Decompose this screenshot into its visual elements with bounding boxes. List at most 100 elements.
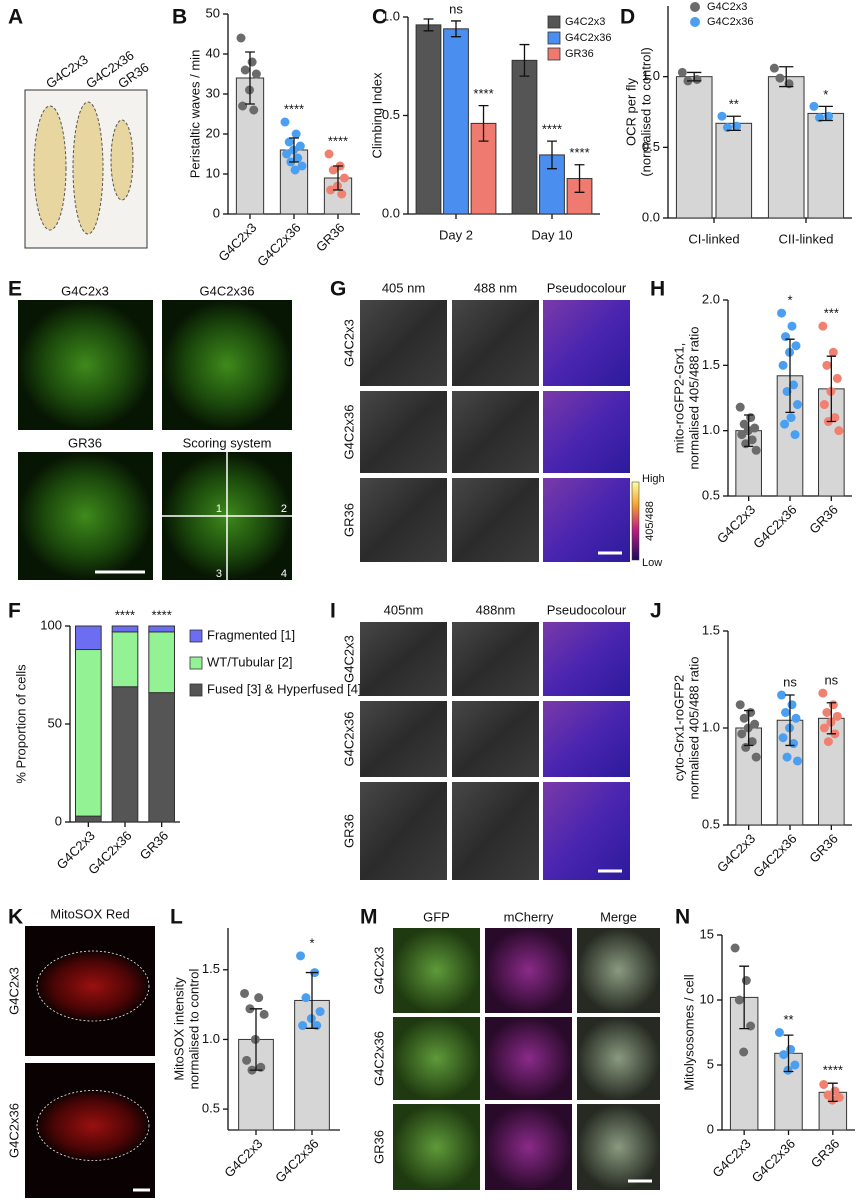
- significance: ns: [783, 674, 797, 689]
- micrograph: [543, 782, 630, 880]
- data-point: [747, 435, 757, 445]
- micrograph: [577, 1104, 660, 1190]
- data-point: [786, 413, 796, 423]
- panel-label: C: [372, 6, 387, 29]
- bar: [776, 375, 804, 497]
- micrograph: [393, 1017, 480, 1100]
- micrograph: [543, 391, 630, 473]
- image-title: GR36: [68, 435, 102, 450]
- significance: ns: [824, 673, 838, 688]
- data-point: [790, 1060, 800, 1070]
- data-point: [789, 380, 799, 390]
- panel-label: H: [650, 278, 665, 301]
- score-number: 2: [281, 503, 287, 515]
- column-title: 488nm: [476, 602, 516, 617]
- row-title: GR36: [341, 814, 356, 848]
- larva: [110, 119, 134, 201]
- y-tick-label: 0.0: [382, 205, 400, 220]
- error-bar: [547, 140, 557, 170]
- x-tick-label: GR36: [806, 502, 841, 537]
- error-bar: [423, 18, 434, 32]
- tissue: [36, 950, 150, 1022]
- y-tick-label: 1.5: [702, 622, 720, 637]
- micrograph: [360, 701, 447, 777]
- y-tick-label: 1.5: [702, 357, 720, 372]
- bar-segment: [75, 815, 102, 823]
- y-tick-label: 1.0: [702, 422, 720, 437]
- data-point: [735, 402, 745, 412]
- y-tick-label: 10: [700, 991, 714, 1006]
- bar-segment: [111, 686, 139, 823]
- y-axis-label: normalised to control: [186, 969, 201, 1090]
- data-point: [777, 308, 787, 318]
- data-point: [769, 63, 779, 73]
- data-point: [324, 149, 334, 159]
- data-point: [282, 149, 292, 159]
- data-point: [297, 161, 307, 171]
- data-point: [777, 690, 787, 700]
- data-point: [775, 73, 785, 83]
- data-point: [240, 988, 250, 998]
- legend-label: WT/Tubular [2]: [207, 654, 292, 669]
- data-point: [238, 101, 248, 111]
- significance: ****: [152, 607, 172, 622]
- data-point: [247, 57, 257, 67]
- larva: [33, 105, 67, 231]
- micrograph: [543, 478, 630, 562]
- data-point: [677, 67, 687, 77]
- y-tick-label: 0.5: [202, 1101, 220, 1116]
- y-tick-label: 1.0: [382, 8, 400, 23]
- column-title: 405nm: [384, 602, 424, 617]
- y-tick-label: 50: [48, 715, 62, 730]
- column-title: Pseudocolour: [547, 602, 627, 617]
- column-title: Pseudocolour: [547, 280, 627, 295]
- colorbar-low: Low: [642, 557, 662, 569]
- data-point: [284, 137, 294, 147]
- panel-label: A: [8, 6, 23, 29]
- y-tick-label: 0.5: [382, 107, 400, 122]
- panel-label: M: [360, 906, 378, 929]
- data-point: [823, 737, 833, 747]
- legend-label: Fused [3] & Hyperfused [4]: [207, 681, 362, 696]
- error-bar: [827, 1082, 838, 1103]
- y-tick-label: 1.0: [642, 68, 660, 83]
- score-number: 3: [216, 568, 222, 580]
- data-point: [830, 413, 840, 423]
- micrograph: [452, 300, 539, 386]
- y-tick-label: 5: [707, 1056, 714, 1071]
- micrograph: [360, 391, 447, 473]
- panel-label: K: [8, 906, 23, 929]
- legend-label: G4C2x36: [565, 32, 611, 44]
- score-number: 4: [281, 568, 287, 580]
- data-point: [790, 430, 800, 440]
- y-axis-label: Mitolysosomes / cell: [681, 974, 696, 1090]
- data-point: [735, 700, 745, 710]
- colorbar: [631, 481, 640, 561]
- data-point: [787, 321, 797, 331]
- data-point: [819, 723, 829, 733]
- data-point: [280, 117, 290, 127]
- data-point: [739, 1047, 749, 1057]
- data-point: [734, 995, 744, 1005]
- data-point: [819, 1080, 829, 1089]
- data-point: [301, 993, 311, 1003]
- data-point: [251, 69, 261, 79]
- y-axis-label: OCR per fly: [623, 78, 638, 146]
- row-title: G4C2x36: [6, 1103, 21, 1158]
- data-point: [828, 700, 838, 710]
- x-tick-label: GR36: [313, 220, 348, 255]
- micrograph: [452, 622, 539, 696]
- error-bar: [826, 702, 836, 735]
- data-point: [778, 733, 788, 743]
- error-bar: [478, 105, 489, 142]
- panel-label: L: [170, 906, 183, 929]
- micrograph: [360, 782, 447, 880]
- data-point: [822, 707, 832, 717]
- y-tick-label: 50: [206, 5, 220, 20]
- y-axis-label: Climbing Index: [369, 72, 384, 158]
- y-axis-label: normalised 405/488 ratio: [686, 656, 701, 799]
- bar: [675, 76, 713, 219]
- error-bar: [785, 694, 795, 747]
- error-bar: [726, 115, 741, 132]
- significance: ****: [569, 145, 589, 160]
